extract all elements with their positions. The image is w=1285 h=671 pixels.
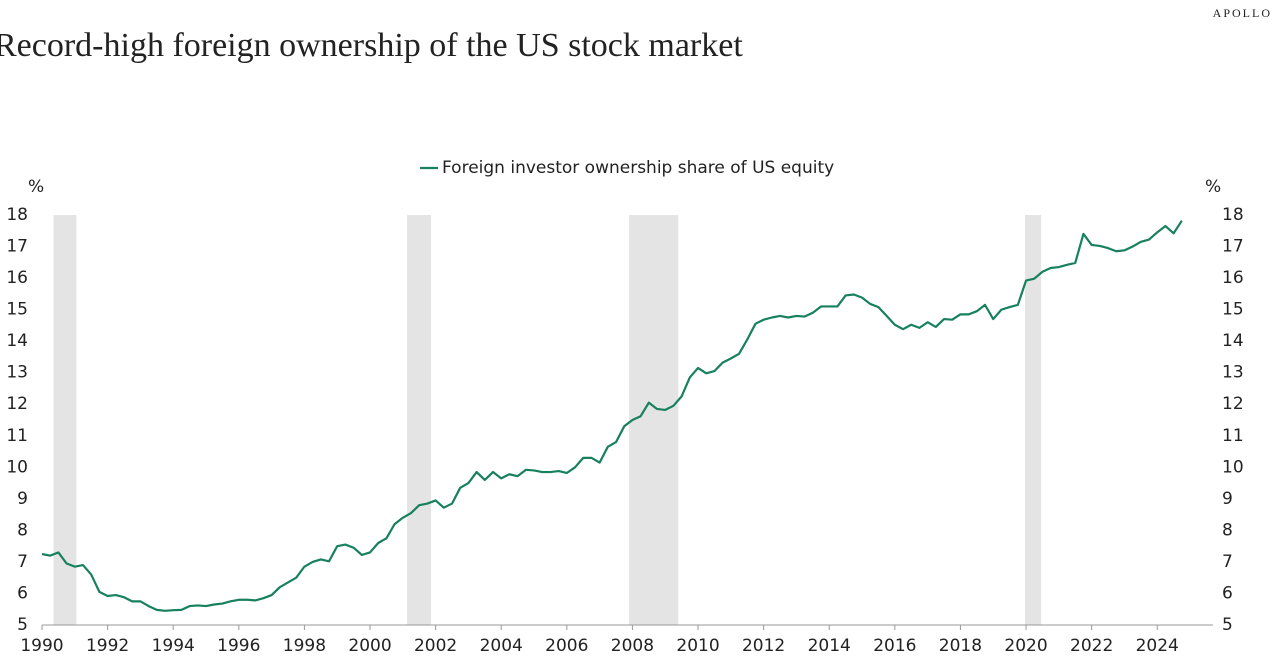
x-tick-label: 1990 bbox=[20, 636, 63, 656]
x-tick-label: 2010 bbox=[676, 636, 719, 656]
y-tick-label: 16 bbox=[6, 268, 28, 288]
x-tick-label: 2024 bbox=[1136, 636, 1179, 656]
legend-label: Foreign investor ownership share of US e… bbox=[442, 158, 834, 178]
y-tick-label: 14 bbox=[6, 331, 28, 351]
y2-tick-label: 13 bbox=[1222, 363, 1244, 383]
x-tick-label: 1992 bbox=[86, 636, 129, 656]
y-tick-label: 17 bbox=[6, 237, 28, 257]
y2-tick-label: 9 bbox=[1222, 489, 1233, 509]
y2-tick-label: 16 bbox=[1222, 268, 1244, 288]
y2-tick-label: 15 bbox=[1222, 300, 1244, 320]
recession-band bbox=[629, 215, 679, 625]
y-unit-label: % bbox=[28, 177, 44, 197]
chart-title: Record-high foreign ownership of the US … bbox=[0, 27, 743, 64]
y2-tick-label: 8 bbox=[1222, 520, 1233, 540]
x-tick-label: 2022 bbox=[1070, 636, 1113, 656]
y2-unit-label: % bbox=[1205, 177, 1221, 197]
x-tick-label: 2016 bbox=[873, 636, 916, 656]
y2-tick-label: 7 bbox=[1222, 552, 1233, 572]
y2-tick-label: 6 bbox=[1222, 583, 1233, 603]
y2-tick-label: 14 bbox=[1222, 331, 1244, 351]
y-tick-label: 10 bbox=[6, 457, 28, 477]
y2-tick-label: 11 bbox=[1222, 426, 1244, 446]
x-tick-label: 2006 bbox=[545, 636, 588, 656]
brand: APOLLO bbox=[1213, 6, 1272, 20]
x-tick-label: 2004 bbox=[480, 636, 523, 656]
y2-tick-label: 17 bbox=[1222, 237, 1244, 257]
x-tick-label: 2020 bbox=[1004, 636, 1047, 656]
recession-band bbox=[407, 215, 432, 625]
y-tick-label: 6 bbox=[17, 583, 28, 603]
y-tick-label: 12 bbox=[6, 394, 28, 414]
x-tick-label: 2002 bbox=[414, 636, 457, 656]
x-tick-label: 1998 bbox=[283, 636, 326, 656]
line-series bbox=[41, 220, 1183, 612]
x-tick-label: 2014 bbox=[808, 636, 851, 656]
y-tick-label: 15 bbox=[6, 300, 28, 320]
x-tick-label: 2012 bbox=[742, 636, 785, 656]
y-tick-label: 8 bbox=[17, 520, 28, 540]
recession-band bbox=[1025, 215, 1042, 625]
x-tick-label: 1996 bbox=[217, 636, 260, 656]
y-tick-label: 13 bbox=[6, 363, 28, 383]
x-tick-label: 2008 bbox=[611, 636, 654, 656]
y2-tick-label: 12 bbox=[1222, 394, 1244, 414]
y2-tick-label: 5 bbox=[1222, 615, 1233, 635]
y-tick-label: 5 bbox=[17, 615, 28, 635]
y-tick-label: 18 bbox=[6, 205, 28, 225]
y-tick-label: 9 bbox=[17, 489, 28, 509]
x-tick-label: 1994 bbox=[152, 636, 195, 656]
y-tick-label: 7 bbox=[17, 552, 28, 572]
y-tick-label: 11 bbox=[6, 426, 28, 446]
y2-tick-label: 18 bbox=[1222, 205, 1244, 225]
x-tick-label: 2000 bbox=[348, 636, 391, 656]
x-tick-label: 2018 bbox=[939, 636, 982, 656]
y2-tick-label: 10 bbox=[1222, 457, 1244, 477]
recession-band bbox=[53, 215, 77, 625]
